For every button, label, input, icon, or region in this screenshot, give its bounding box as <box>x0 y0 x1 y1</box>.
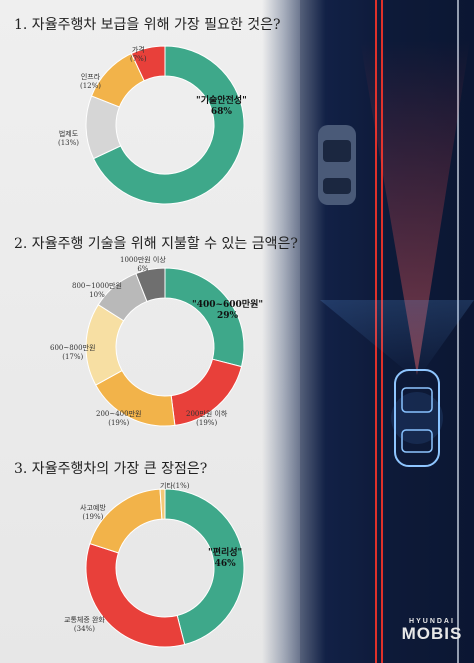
chart-2-label-600-800: 600~800만원 (17%) <box>50 344 95 362</box>
chart-2-label-over1000: 1000만원 이상 6% <box>120 256 166 274</box>
chart-3-slice-traffic <box>85 542 186 648</box>
sensor-wave <box>320 300 474 380</box>
chart-3-slice-other <box>159 488 166 520</box>
chart-3-other-text: 기타(1%) <box>160 482 189 491</box>
chart-2-600-800-name: 600~800만원 <box>50 344 96 352</box>
chart-2-under200-name: 200만원 이하 <box>186 410 228 418</box>
chart-1-label-safety: "기술안전성" 68% <box>196 96 247 118</box>
chart-1-label-law: 법제도 (13%) <box>58 130 79 148</box>
chart-2-label-800-1000: 800~1000만원 10% <box>72 282 122 300</box>
front-car <box>318 125 356 205</box>
donut-chart-1 <box>85 45 245 205</box>
road-illustration <box>300 0 474 663</box>
chart-2-label-400-600: "400~600만원" 29% <box>192 300 263 322</box>
chart-2-title: 2. 자율주행 기술을 위해 지불할 수 있는 금액은? <box>14 236 298 252</box>
chart-1-price-value: (7%) <box>130 55 147 63</box>
chart-3-label-convenience: "편리성" 46% <box>208 548 242 570</box>
chart-3-accident-name: 사고예방 <box>80 504 106 512</box>
chart-1-slice-safety <box>92 45 245 205</box>
chart-3-label-traffic: 교통체증 완화 (34%) <box>64 616 105 634</box>
chart-2-400-600-name: "400~600만원" <box>192 300 264 310</box>
chart-2-label-under200: 200만원 이하 (19%) <box>186 410 227 428</box>
donut-chart-3 <box>85 488 245 648</box>
chart-1-price-name: 가격 <box>131 46 145 54</box>
chart-1-law-value: (13%) <box>58 139 80 147</box>
background-left <box>0 0 300 663</box>
donut-chart-2 <box>85 267 245 427</box>
chart-1-safety-name: "기술안전성" <box>196 96 247 106</box>
chart-2-600-800-value: (17%) <box>62 353 84 361</box>
donut-charts <box>85 45 245 648</box>
chart-1-infra-name: 인프라 <box>80 73 101 81</box>
chart-1-label-price: 가격 (7%) <box>130 46 147 64</box>
chart-2-over1000-name: 1000만원 이상 <box>120 256 166 264</box>
chart-3-accident-value: (19%) <box>82 513 104 521</box>
chart-3-label-other: 기타(1%) <box>160 482 189 491</box>
chart-1-infra-value: (12%) <box>80 82 102 90</box>
chart-2-200-400-value: (19%) <box>108 419 130 427</box>
autonomous-car <box>391 369 443 467</box>
chart-2-800-1000-value: 10% <box>89 291 105 299</box>
chart-2-over1000-value: 6% <box>137 265 149 273</box>
chart-3-slice-convenience <box>164 488 245 646</box>
chart-1-slice-price <box>130 45 166 82</box>
chart-3-traffic-value: (34%) <box>73 625 95 633</box>
chart-2-slice-over1000 <box>135 267 166 303</box>
chart-2-400-600-value: 29% <box>216 311 239 321</box>
chart-2-200-400-name: 200~400만원 <box>96 410 142 418</box>
chart-2-800-1000-name: 800~1000만원 <box>72 282 122 290</box>
chart-2-under200-value: (19%) <box>196 419 218 427</box>
chart-2-label-200-400: 200~400만원 (19%) <box>96 410 141 428</box>
chart-1-label-infra: 인프라 (12%) <box>80 73 101 91</box>
chart-3-other-value: (1%) <box>172 482 190 490</box>
chart-3-convenience-name: "편리성" <box>208 548 243 558</box>
chart-1-law-name: 법제도 <box>58 130 79 138</box>
chart-3-traffic-name: 교통체증 완화 <box>64 616 105 624</box>
chart-3-title: 3. 자율주행차의 가장 큰 장점은? <box>14 461 208 477</box>
chart-1-safety-value: 68% <box>210 107 232 117</box>
chart-3-label-accident: 사고예방 (19%) <box>80 504 106 522</box>
brand-logo-main: MOBIS <box>401 624 463 643</box>
chart-3-convenience-value: 46% <box>214 559 236 569</box>
chart-3-other-name: 기타 <box>160 482 173 490</box>
chart-1-title: 1. 자율주행차 보급을 위해 가장 필요한 것은? <box>14 17 281 33</box>
sensor-beam <box>360 40 470 375</box>
brand-logo-top: HYUNDAI <box>409 618 455 625</box>
brand-logo: HYUNDAI MOBIS <box>392 618 472 643</box>
